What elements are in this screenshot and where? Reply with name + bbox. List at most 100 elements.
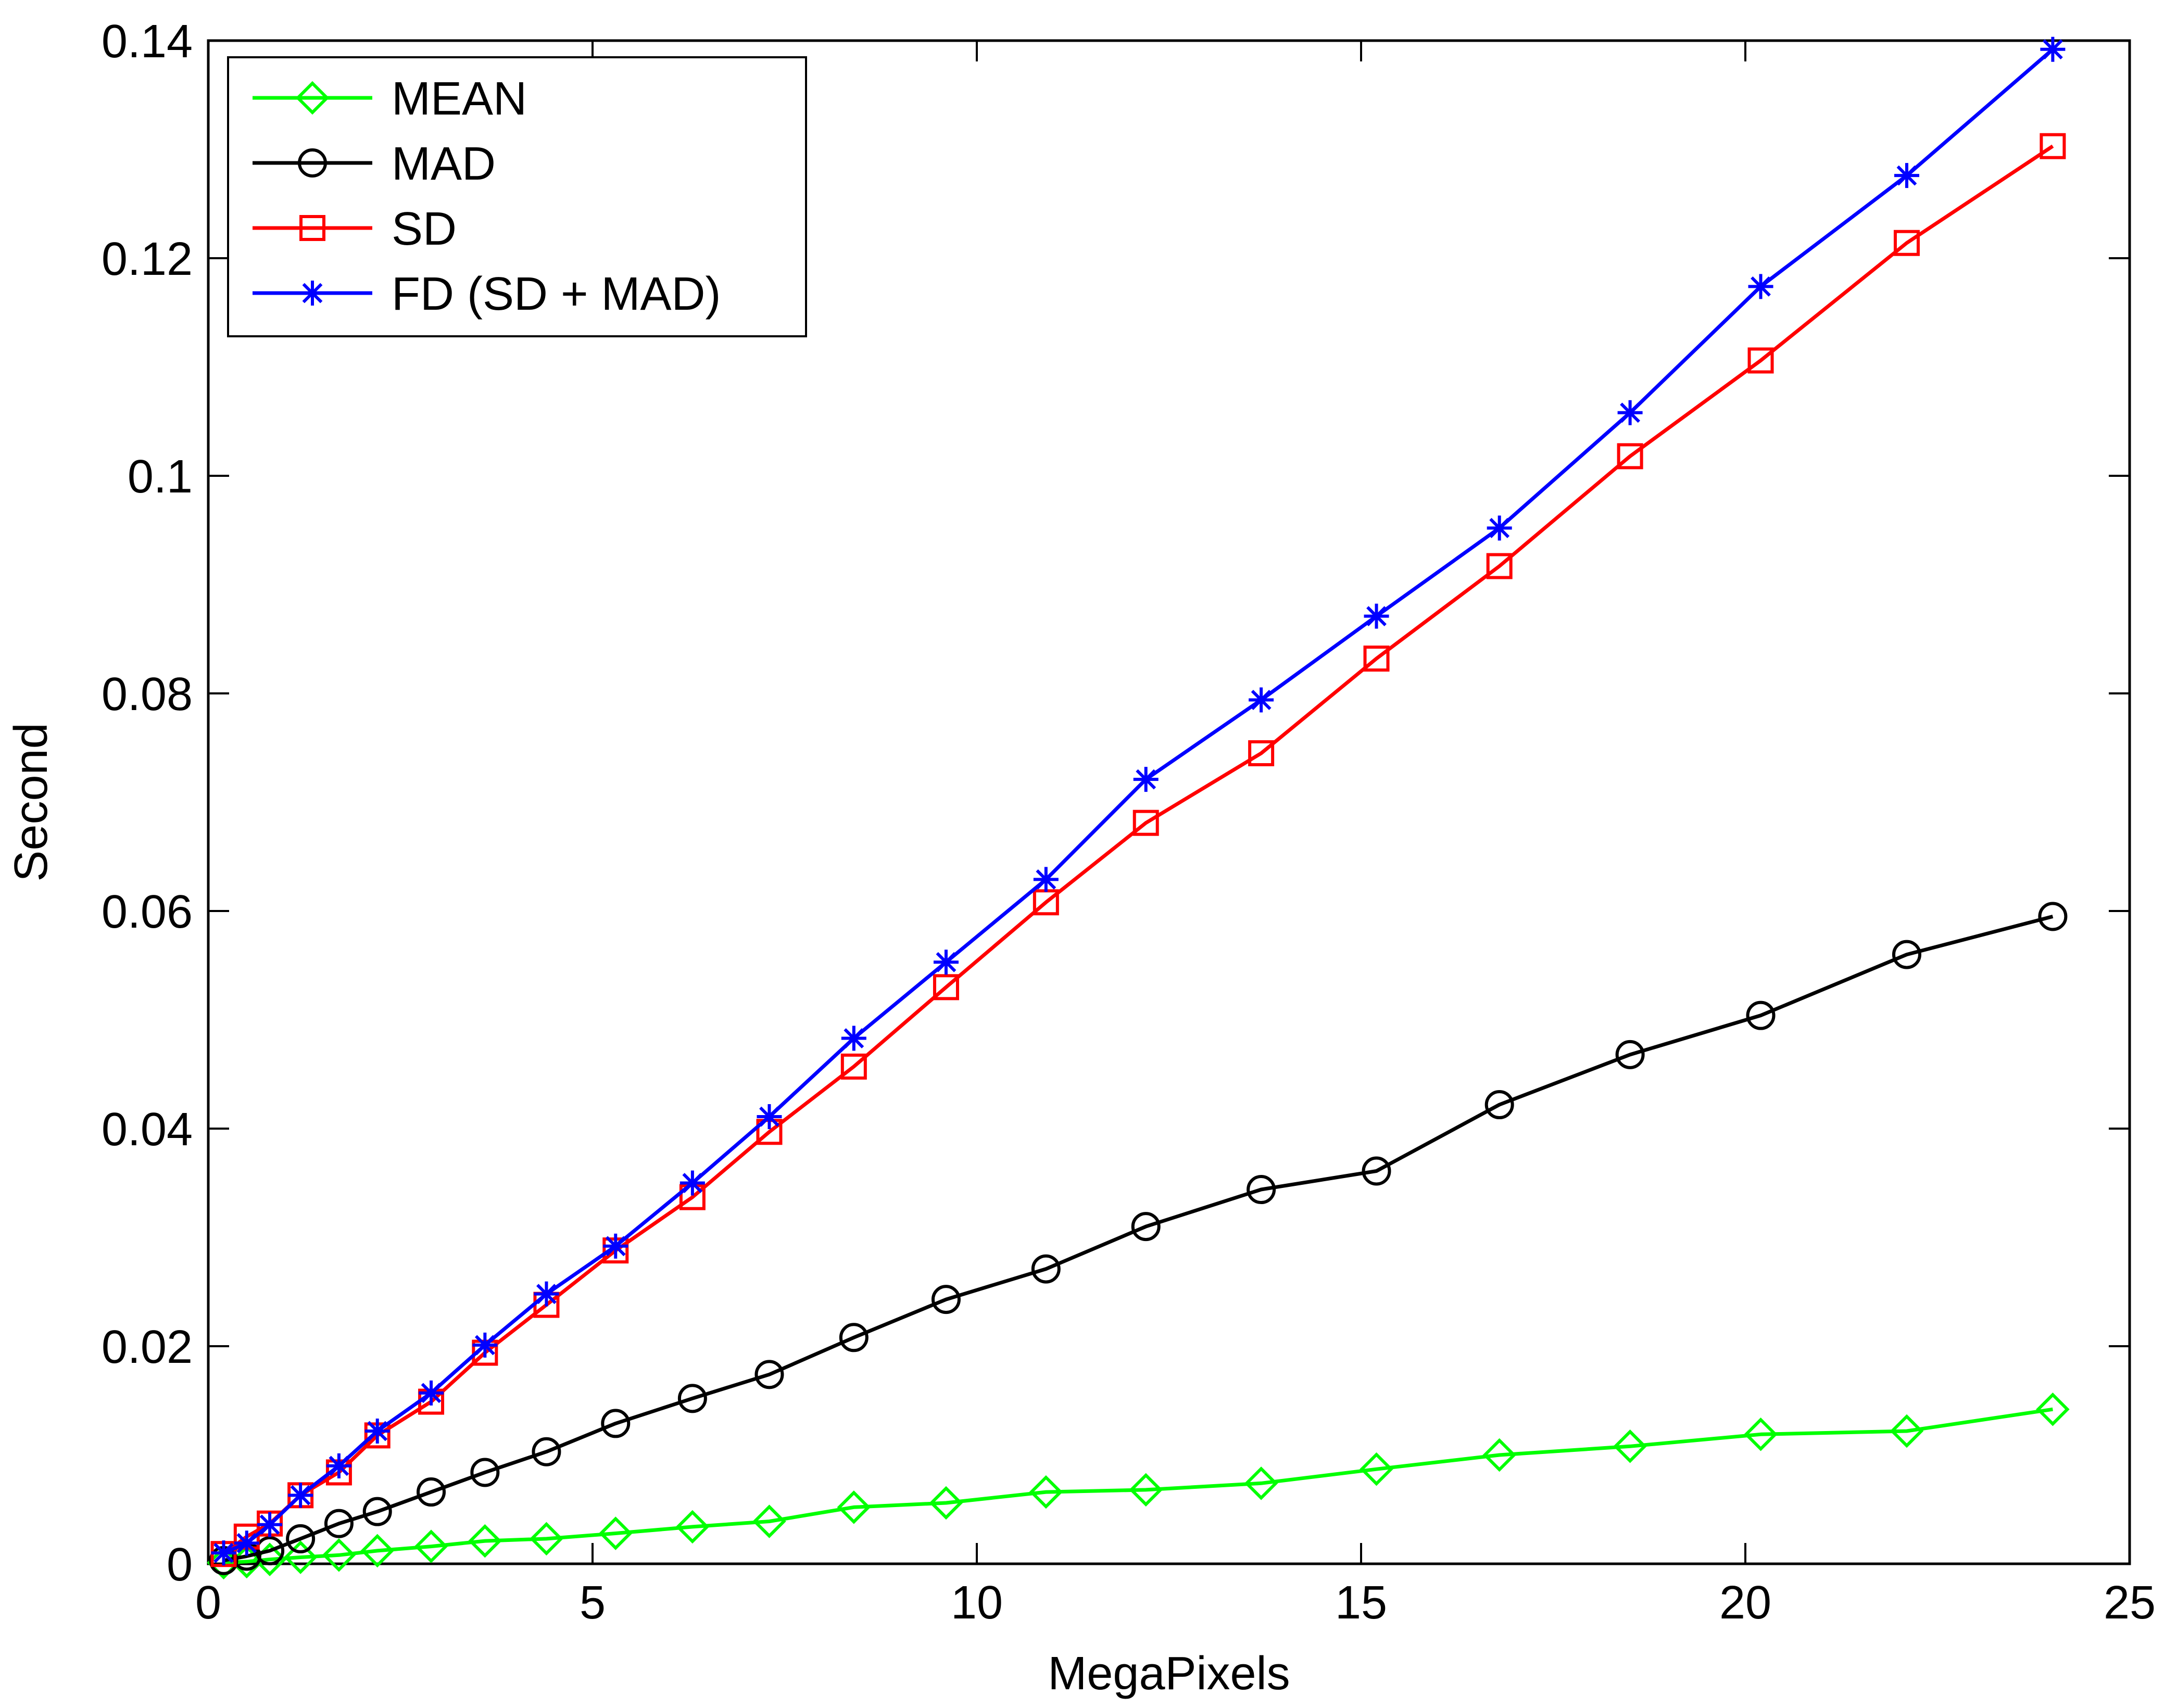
series-group bbox=[207, 36, 2070, 1580]
data-point bbox=[1360, 1452, 1393, 1486]
data-point bbox=[1248, 740, 1275, 766]
y-tick-label: 0.14 bbox=[102, 16, 193, 68]
data-point bbox=[2038, 902, 2068, 931]
data-point bbox=[255, 1536, 285, 1565]
legend-marker bbox=[295, 81, 330, 115]
data-point bbox=[1890, 1414, 1924, 1448]
data-point bbox=[419, 1380, 444, 1406]
data-point bbox=[1482, 1438, 1516, 1472]
data-point bbox=[1487, 515, 1512, 541]
data-point bbox=[1364, 603, 1389, 629]
data-point bbox=[1132, 809, 1159, 836]
y-tick-label: 0.02 bbox=[102, 1321, 193, 1373]
data-point bbox=[757, 1104, 782, 1130]
legend-box bbox=[227, 56, 807, 337]
x-tick-label: 10 bbox=[951, 1577, 1003, 1629]
legend-label: MAD bbox=[392, 138, 496, 190]
data-point bbox=[1893, 230, 1920, 256]
data-point bbox=[1613, 1429, 1647, 1463]
data-point bbox=[414, 1529, 448, 1563]
data-point bbox=[1244, 1466, 1278, 1500]
data-point bbox=[754, 1360, 784, 1389]
y-tick-label: 0.04 bbox=[102, 1104, 193, 1156]
data-point bbox=[1484, 1090, 1514, 1120]
y-tick-label: 0.08 bbox=[102, 668, 193, 720]
data-point bbox=[1748, 274, 1773, 299]
data-point bbox=[417, 1477, 446, 1507]
y-tick-label: 0.12 bbox=[102, 233, 193, 285]
data-point bbox=[1133, 767, 1159, 792]
data-point bbox=[1131, 1212, 1161, 1242]
data-point bbox=[288, 1483, 313, 1508]
x-tick-label: 15 bbox=[1335, 1577, 1387, 1629]
data-point bbox=[933, 950, 959, 975]
y-tick-label: 0 bbox=[167, 1539, 193, 1591]
data-point bbox=[532, 1437, 561, 1466]
data-point bbox=[360, 1534, 394, 1568]
data-point bbox=[1247, 1175, 1276, 1205]
data-point bbox=[841, 1026, 866, 1051]
series-0 bbox=[207, 1392, 2070, 1580]
data-point bbox=[468, 1524, 502, 1558]
data-point bbox=[470, 1458, 500, 1487]
data-point bbox=[1033, 867, 1059, 892]
series-1 bbox=[209, 902, 2068, 1575]
data-point bbox=[530, 1522, 563, 1556]
data-point bbox=[752, 1504, 786, 1538]
data-point bbox=[840, 1053, 867, 1080]
legend-label: MEAN bbox=[392, 73, 527, 125]
data-point bbox=[1615, 1040, 1645, 1069]
data-point bbox=[2036, 1392, 2070, 1426]
data-point bbox=[1747, 347, 1774, 374]
data-point bbox=[1249, 687, 1274, 713]
data-point bbox=[599, 1516, 633, 1550]
data-point bbox=[2040, 36, 2066, 62]
data-point bbox=[364, 1419, 390, 1444]
x-axis-label: MegaPixels bbox=[1048, 1648, 1290, 1700]
data-point bbox=[257, 1512, 283, 1537]
data-point bbox=[677, 1384, 707, 1413]
data-point bbox=[1486, 553, 1513, 579]
axis-ticks bbox=[207, 40, 2131, 1565]
data-point bbox=[211, 1540, 236, 1566]
legend-entry: FD (SD + MAD) bbox=[253, 268, 721, 320]
y-axis-label: Second bbox=[5, 723, 57, 881]
data-point bbox=[603, 1233, 628, 1259]
data-point bbox=[601, 1409, 631, 1438]
legend-label: SD bbox=[392, 203, 457, 255]
data-point bbox=[1746, 1001, 1776, 1030]
data-point bbox=[1744, 1418, 1778, 1451]
data-point bbox=[534, 1281, 559, 1307]
legend-marker bbox=[298, 148, 327, 178]
data-point bbox=[1363, 646, 1390, 672]
tick-labels: 0 5 10 15 20 25 0 0.02 0.04 0.06 0.08 0.1 0.12 0.14 bbox=[102, 16, 2156, 1629]
data-point bbox=[326, 1453, 351, 1478]
x-tick-label: 20 bbox=[1719, 1577, 1771, 1629]
x-tick-label: 25 bbox=[2104, 1577, 2156, 1629]
data-point bbox=[839, 1323, 869, 1352]
data-point bbox=[1362, 1156, 1391, 1186]
legend-entry: MEAN bbox=[253, 73, 527, 125]
y-tick-label: 0.1 bbox=[128, 451, 193, 503]
data-point bbox=[362, 1497, 392, 1526]
data-point bbox=[929, 1486, 963, 1520]
data-point bbox=[322, 1538, 356, 1572]
x-tick-label: 0 bbox=[195, 1577, 221, 1629]
data-point bbox=[679, 1170, 705, 1196]
series-3 bbox=[211, 36, 2066, 1566]
data-point bbox=[1031, 1254, 1061, 1284]
data-point bbox=[1894, 163, 1919, 188]
legend-marker bbox=[300, 281, 325, 306]
y-tick-label: 0.06 bbox=[102, 886, 193, 938]
legend-label: FD (SD + MAD) bbox=[392, 268, 721, 320]
legend: MEAN MAD SD FD (SD + MAD) bbox=[227, 56, 807, 337]
data-point bbox=[675, 1510, 710, 1544]
legend-marker bbox=[299, 215, 325, 241]
data-point bbox=[472, 1332, 498, 1358]
data-point bbox=[283, 1540, 318, 1574]
data-point bbox=[286, 1524, 316, 1553]
data-point bbox=[837, 1490, 871, 1524]
data-point bbox=[1617, 400, 1643, 425]
data-point bbox=[931, 1285, 961, 1314]
legend-entry: SD bbox=[253, 203, 457, 255]
